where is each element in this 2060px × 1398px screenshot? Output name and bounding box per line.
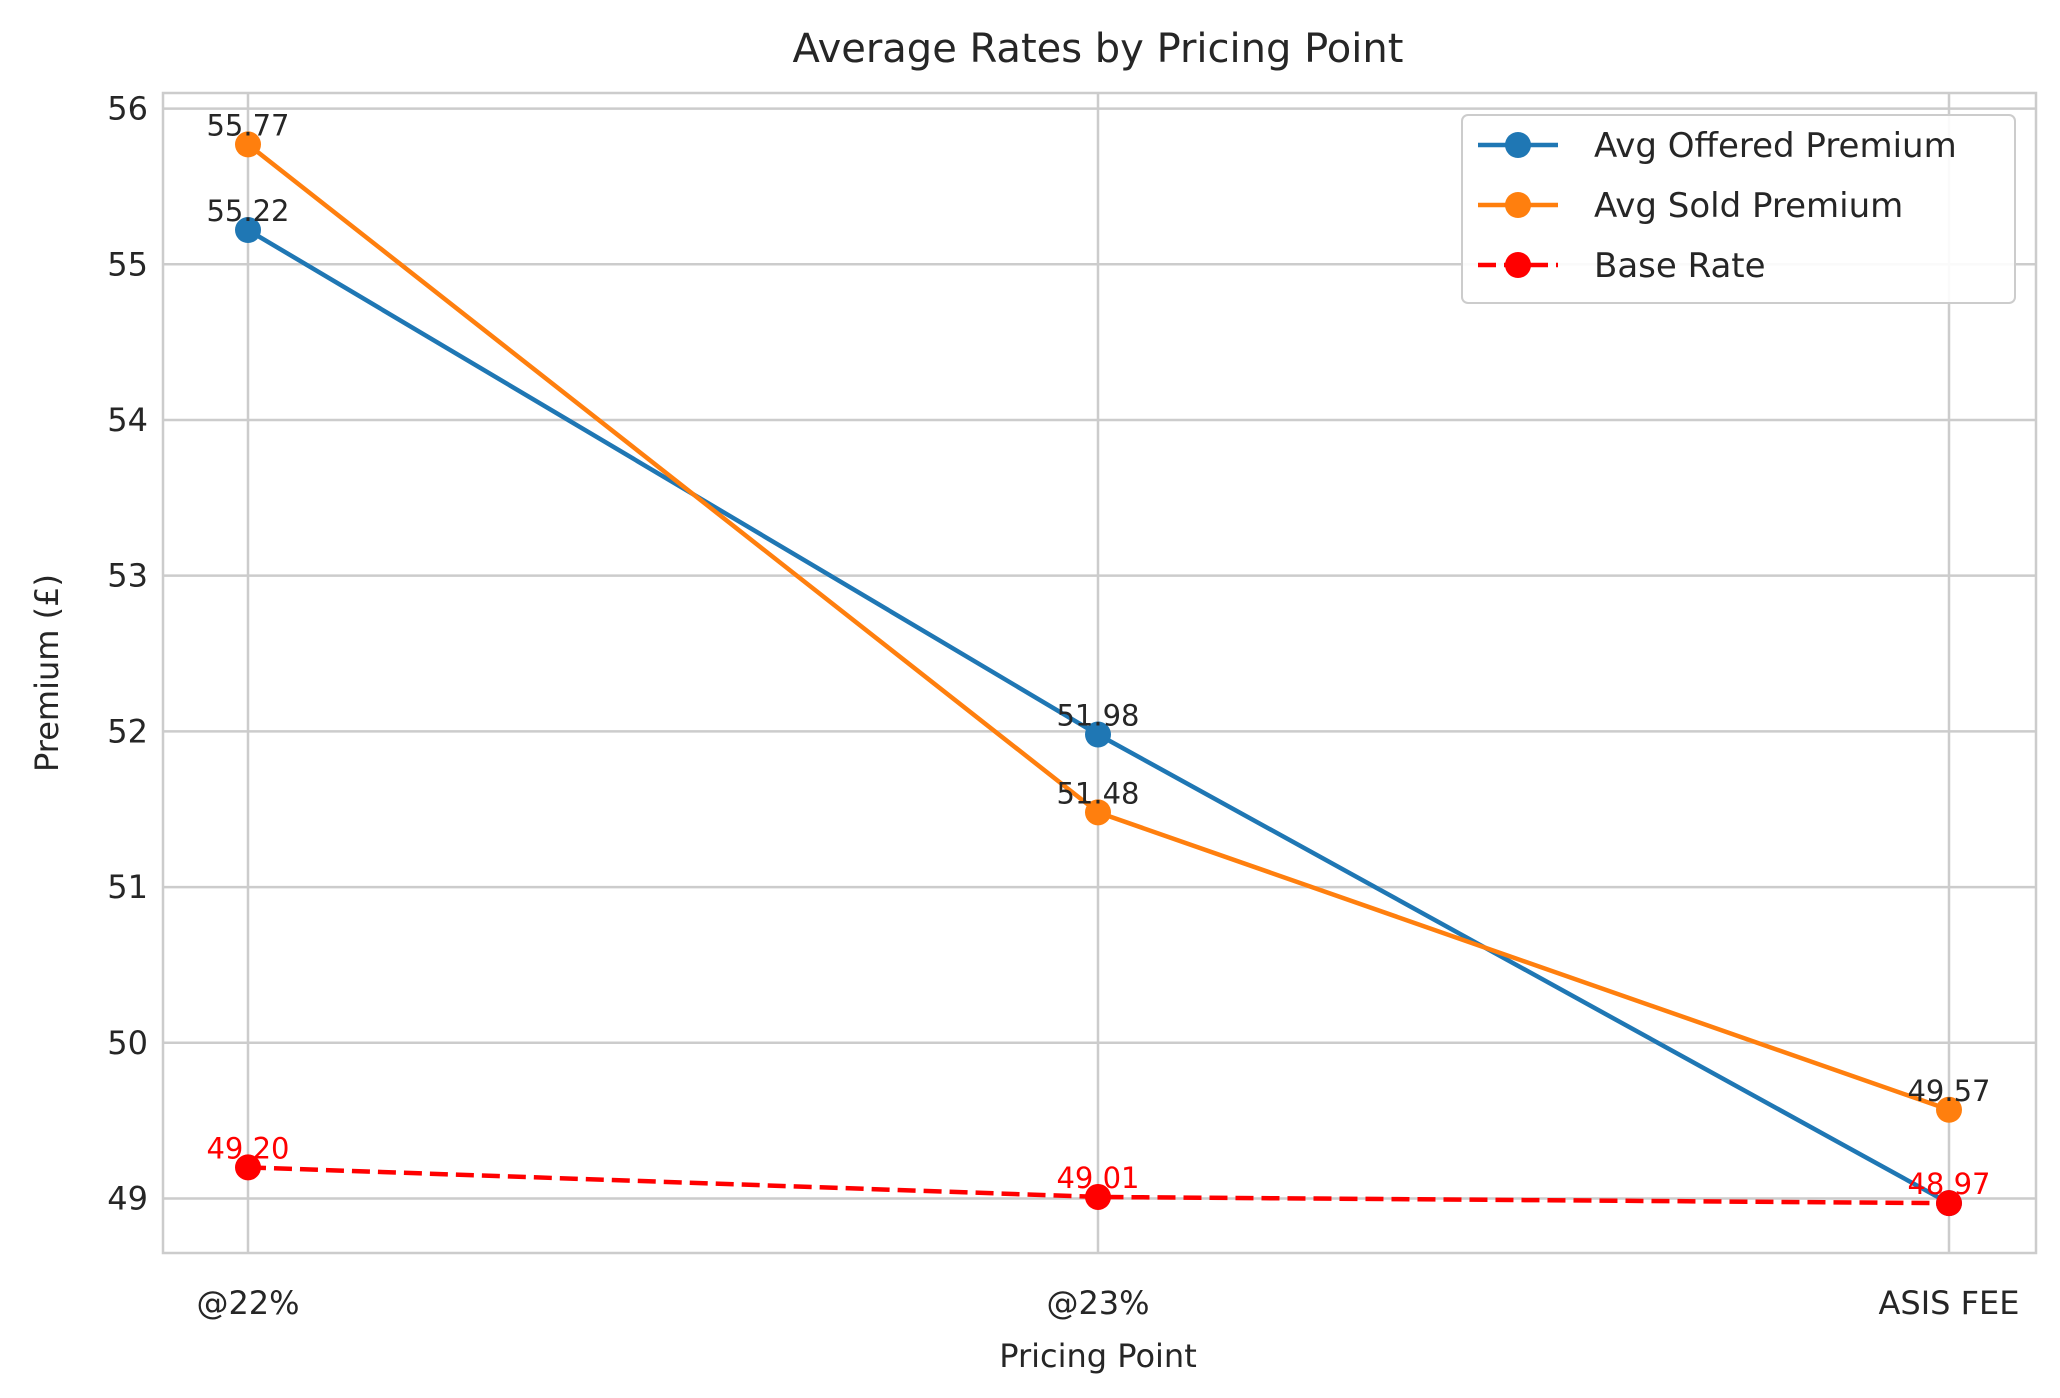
data-point [1936, 1190, 1962, 1217]
x-tick-label: @22% [196, 1284, 299, 1322]
y-tick-label: 52 [107, 712, 148, 750]
data-point [1936, 1096, 1962, 1123]
data-label: 48.97 [1907, 1167, 1990, 1201]
data-point [1085, 1183, 1111, 1210]
chart-title: Average Rates by Pricing Point [793, 26, 1404, 72]
data-label: 51.48 [1056, 776, 1139, 810]
data-point [235, 217, 261, 244]
legend-entry: Avg Offered Premium [1594, 126, 1957, 166]
y-tick-labels: 49 50 51 52 53 54 55 56 [107, 90, 148, 1218]
y-tick-label: 51 [107, 868, 148, 906]
plot-frame [161, 91, 2038, 1255]
legend-box [1461, 114, 2016, 304]
data-label: 55.22 [206, 194, 289, 228]
y-tick-label: 54 [107, 401, 148, 439]
legend-entry: Base Rate [1594, 246, 1766, 286]
series-layer [235, 131, 1962, 1217]
data-label: 49.57 [1907, 1074, 1990, 1108]
y-tick-label: 50 [107, 1024, 148, 1062]
legend: Avg Offered Premium Avg Sold Premium Base … [1461, 114, 2016, 304]
data-label: 51.98 [1056, 699, 1139, 733]
x-tick-label: ASIS FEE [1879, 1284, 2020, 1322]
legend-entry: Avg Sold Premium [1594, 186, 1903, 226]
data-labels: 55.22 51.98 55.77 51.48 49.57 49.20 49.01 48.97 [206, 108, 1990, 1201]
series-line-2 [247, 1165, 1950, 1206]
x-tick-label: @23% [1046, 1284, 1149, 1322]
x-axis-label: Pricing Point [999, 1337, 1196, 1375]
legend-marker [1505, 252, 1531, 278]
data-point [235, 131, 261, 158]
data-point [235, 1154, 261, 1181]
y-tick-label: 53 [107, 557, 148, 595]
y-tick-label: 55 [107, 245, 148, 283]
data-label: 49.01 [1056, 1161, 1139, 1195]
legend-marker [1505, 132, 1531, 158]
data-label: 55.77 [206, 108, 289, 142]
data-point [1085, 799, 1111, 826]
data-point [1085, 721, 1111, 748]
x-tick-labels: @22% @23% ASIS FEE [196, 1284, 2019, 1322]
gridlines [163, 93, 2036, 1253]
data-label: 49.20 [206, 1131, 289, 1165]
legend-marker [1505, 192, 1531, 218]
y-tick-label: 49 [107, 1180, 148, 1218]
y-tick-label: 56 [107, 90, 148, 128]
y-axis-label: Premium (£) [28, 574, 66, 772]
